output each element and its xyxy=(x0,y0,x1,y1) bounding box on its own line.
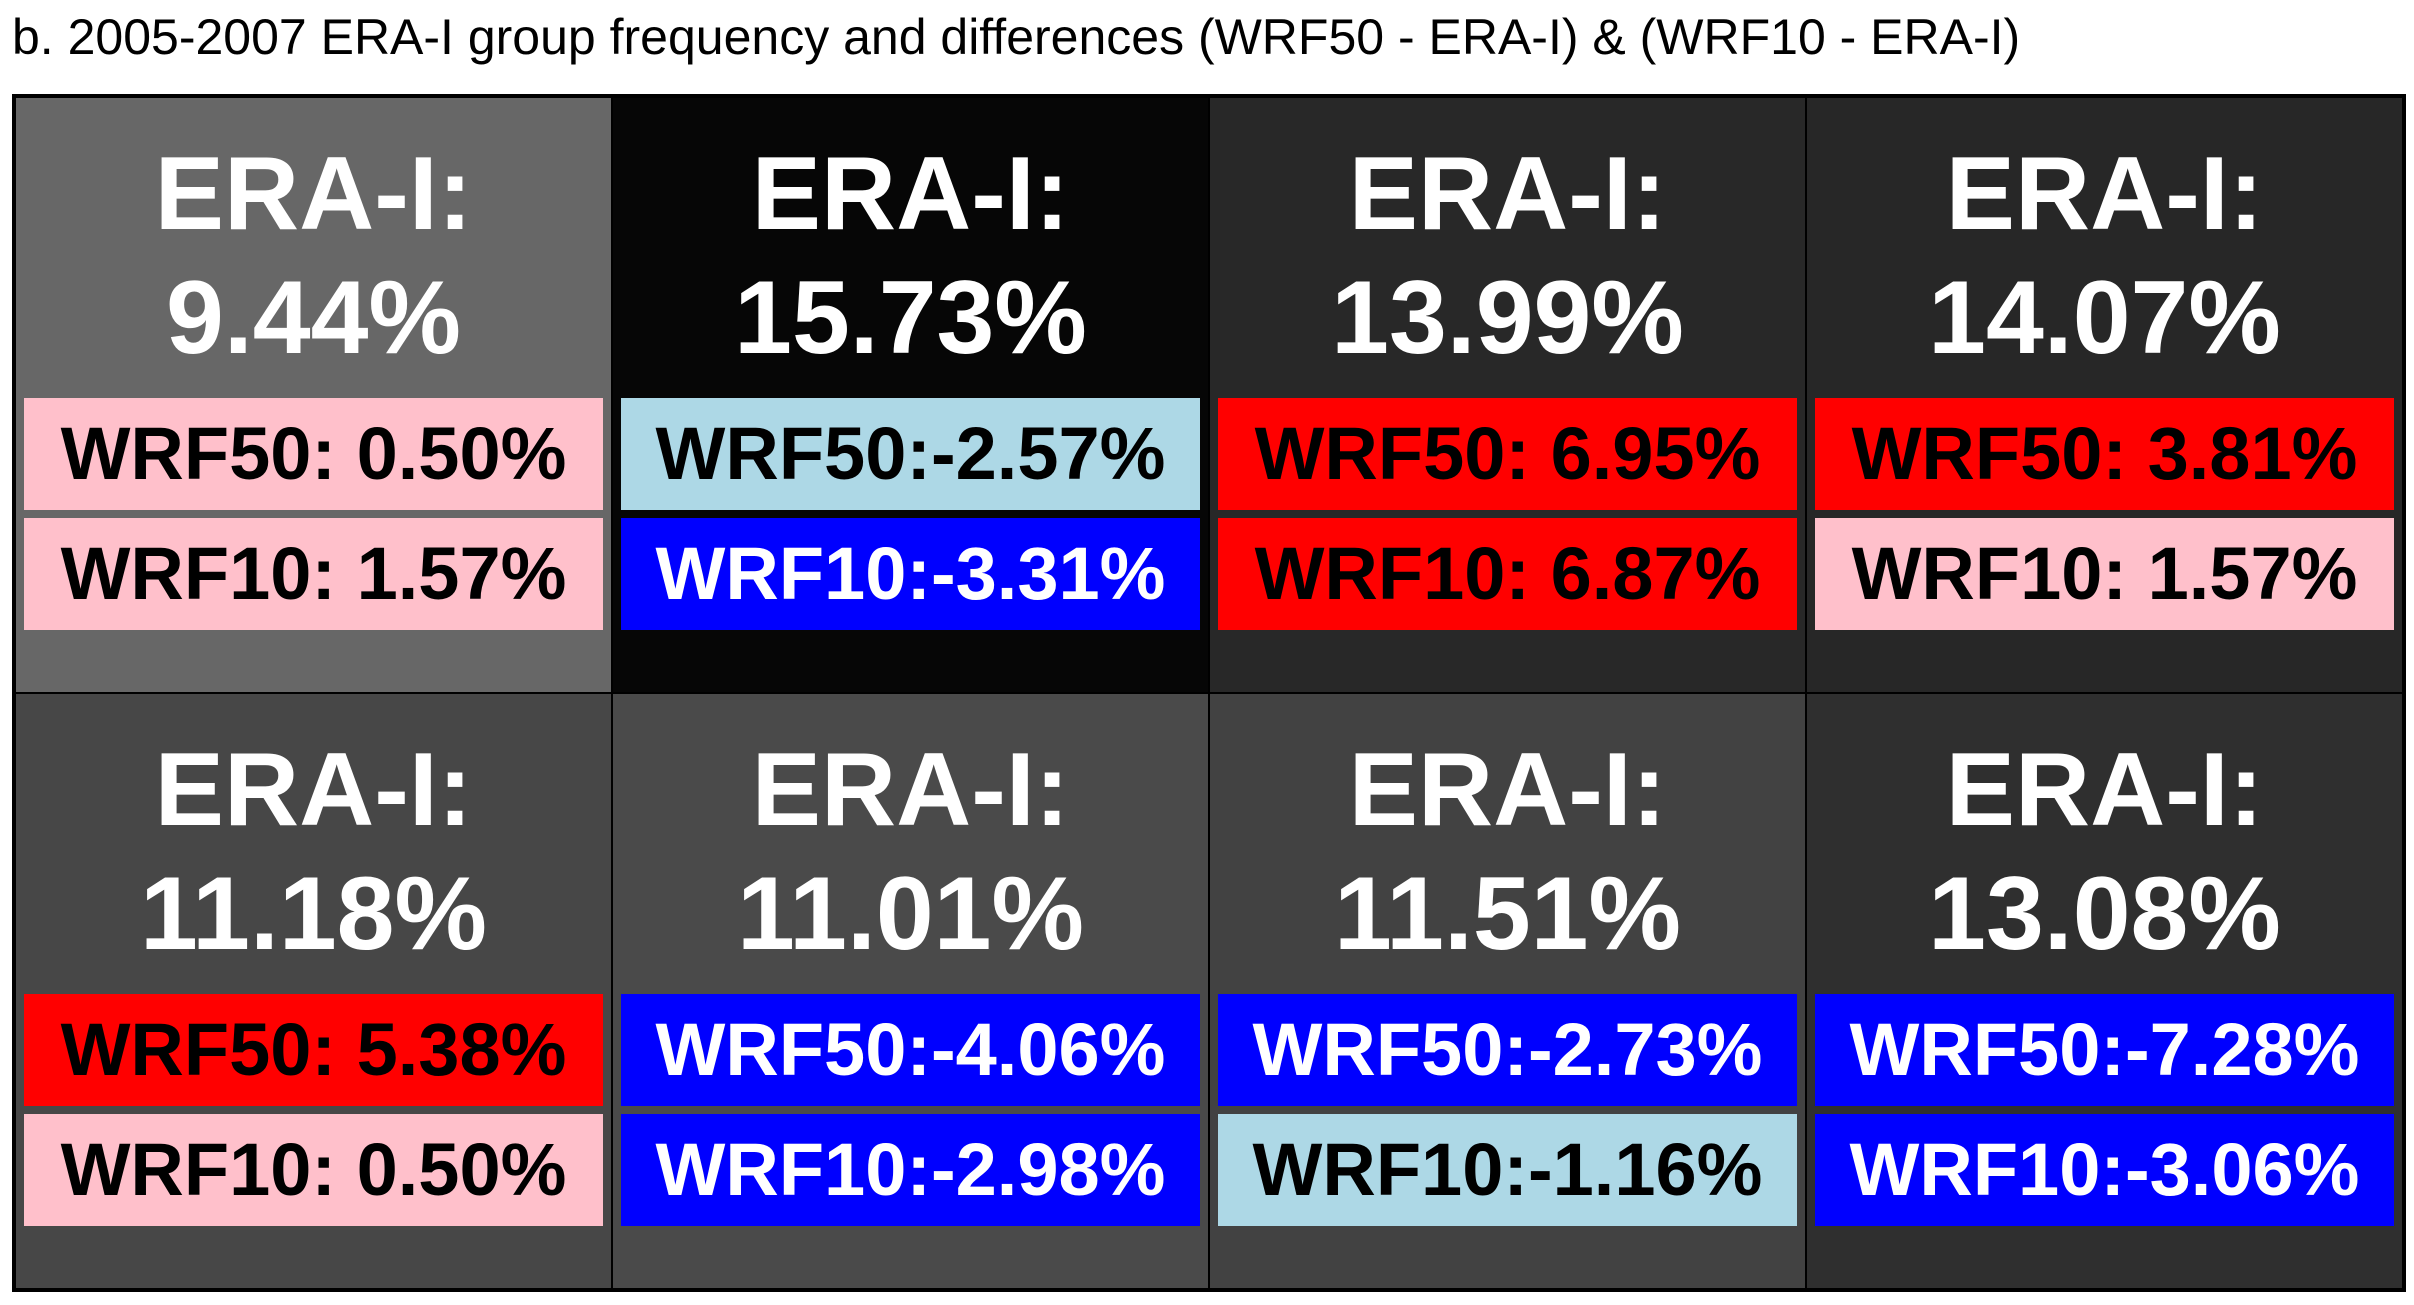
era-value: 13.08% xyxy=(1928,856,2281,972)
wrf50-difference: WRF50:-2.73% xyxy=(1218,994,1797,1106)
era-frequency: ERA-I: 15.73% xyxy=(613,132,1208,380)
frequency-grid: ERA-I: 9.44% WRF50: 0.50% WRF10: 1.57% E… xyxy=(12,94,2406,1292)
era-value: 9.44% xyxy=(166,260,461,376)
wrf10-difference: WRF10:-3.31% xyxy=(621,518,1200,630)
era-value: 11.18% xyxy=(140,856,487,972)
wrf10-difference: WRF10: 1.57% xyxy=(1815,518,2394,630)
era-value: 11.01% xyxy=(737,856,1084,972)
group-cell-4: ERA-I: 14.07% WRF50: 3.81% WRF10: 1.57% xyxy=(1806,97,2403,693)
wrf50-difference: WRF50:-7.28% xyxy=(1815,994,2394,1106)
era-label: ERA-I: xyxy=(751,136,1070,252)
era-label: ERA-I: xyxy=(154,732,473,848)
wrf10-difference: WRF10:-3.06% xyxy=(1815,1114,2394,1226)
wrf50-difference: WRF50: 5.38% xyxy=(24,994,603,1106)
era-value: 13.99% xyxy=(1331,260,1684,376)
group-cell-5: ERA-I: 11.18% WRF50: 5.38% WRF10: 0.50% xyxy=(15,693,612,1289)
era-label: ERA-I: xyxy=(154,136,473,252)
wrf50-difference: WRF50:-4.06% xyxy=(621,994,1200,1106)
group-cell-6: ERA-I: 11.01% WRF50:-4.06% WRF10:-2.98% xyxy=(612,693,1209,1289)
era-label: ERA-I: xyxy=(1945,732,2264,848)
era-frequency: ERA-I: 13.08% xyxy=(1807,728,2402,976)
era-frequency: ERA-I: 11.01% xyxy=(613,728,1208,976)
era-value: 11.51% xyxy=(1334,856,1681,972)
era-label: ERA-I: xyxy=(1348,136,1667,252)
figure-title: b. 2005-2007 ERA-I group frequency and d… xyxy=(12,9,2021,65)
era-frequency: ERA-I: 11.18% xyxy=(16,728,611,976)
era-value: 14.07% xyxy=(1928,260,2281,376)
wrf50-difference: WRF50:-2.57% xyxy=(621,398,1200,510)
era-frequency: ERA-I: 13.99% xyxy=(1210,132,1805,380)
wrf10-difference: WRF10: 0.50% xyxy=(24,1114,603,1226)
wrf50-difference: WRF50: 0.50% xyxy=(24,398,603,510)
group-cell-8: ERA-I: 13.08% WRF50:-7.28% WRF10:-3.06% xyxy=(1806,693,2403,1289)
wrf10-difference: WRF10:-1.16% xyxy=(1218,1114,1797,1226)
wrf10-difference: WRF10:-2.98% xyxy=(621,1114,1200,1226)
era-label: ERA-I: xyxy=(751,732,1070,848)
era-frequency: ERA-I: 9.44% xyxy=(16,132,611,380)
group-cell-1: ERA-I: 9.44% WRF50: 0.50% WRF10: 1.57% xyxy=(15,97,612,693)
era-label: ERA-I: xyxy=(1945,136,2264,252)
era-frequency: ERA-I: 11.51% xyxy=(1210,728,1805,976)
group-cell-3: ERA-I: 13.99% WRF50: 6.95% WRF10: 6.87% xyxy=(1209,97,1806,693)
group-cell-7: ERA-I: 11.51% WRF50:-2.73% WRF10:-1.16% xyxy=(1209,693,1806,1289)
wrf50-difference: WRF50: 3.81% xyxy=(1815,398,2394,510)
group-cell-2: ERA-I: 15.73% WRF50:-2.57% WRF10:-3.31% xyxy=(612,97,1209,693)
wrf10-difference: WRF10: 1.57% xyxy=(24,518,603,630)
wrf10-difference: WRF10: 6.87% xyxy=(1218,518,1797,630)
era-value: 15.73% xyxy=(734,260,1087,376)
era-frequency: ERA-I: 14.07% xyxy=(1807,132,2402,380)
era-label: ERA-I: xyxy=(1348,732,1667,848)
wrf50-difference: WRF50: 6.95% xyxy=(1218,398,1797,510)
